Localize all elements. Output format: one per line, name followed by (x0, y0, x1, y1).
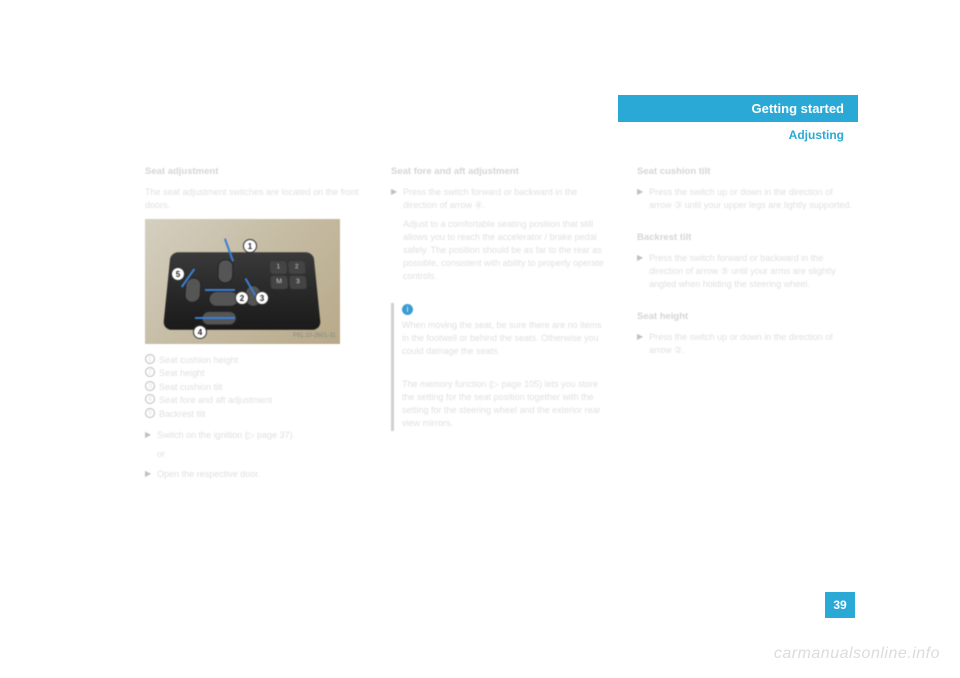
mem-3: 3 (289, 276, 307, 289)
legend-item: 2Seat height (145, 367, 363, 381)
info-icon: i (402, 304, 413, 315)
seat-switch-1 (217, 259, 233, 283)
callout-5: 5 (171, 267, 185, 281)
arrow-indicator (195, 317, 235, 319)
triangle-bullet-icon: ▶ (391, 186, 397, 212)
col1-heading: Seat adjustment (145, 165, 363, 179)
step-item: ▶ Press the switch up or down in the dir… (637, 331, 855, 357)
arrow-indicator (205, 289, 235, 291)
triangle-bullet-icon: ▶ (637, 186, 643, 212)
seat-control-image: 1 2 M 3 1 2 3 4 5 P91.10-2601-31 (145, 219, 340, 344)
triangle-bullet-icon: ▶ (637, 331, 643, 357)
callout-3: 3 (255, 291, 269, 305)
step-text: Open the respective door. (157, 468, 260, 481)
step-item: ▶ Press the switch forward or backward i… (637, 252, 855, 291)
step-text: Press the switch up or down in the direc… (649, 186, 855, 212)
watermark: carmanualsonline.info (774, 645, 940, 663)
header-bar: Getting started Adjusting (618, 95, 858, 142)
column-3: Seat cushion tilt ▶ Press the switch up … (637, 165, 855, 488)
legend-item: 1Seat cushion height (145, 354, 363, 368)
info-text: When moving the seat, be sure there are … (402, 319, 609, 358)
mem-1: 1 (270, 261, 287, 274)
step-item: ▶ Open the respective door. (145, 468, 363, 481)
triangle-bullet-icon: ▶ (145, 468, 151, 481)
triangle-bullet-icon: ▶ (637, 252, 643, 291)
callout-1: 1 (243, 239, 257, 253)
info-box: i When moving the seat, be sure there ar… (391, 303, 609, 430)
step-text: Switch on the ignition (▷ page 37). (157, 429, 295, 442)
legend-item: 3Seat cushion tilt (145, 381, 363, 395)
column-1: Seat adjustment The seat adjustment swit… (145, 165, 363, 488)
col3-heading-1: Seat cushion tilt (637, 165, 855, 179)
col1-intro: The seat adjustment switches are located… (145, 186, 363, 212)
step-item: ▶ Switch on the ignition (▷ page 37). (145, 429, 363, 442)
step-text: Press the switch forward or backward in … (649, 252, 855, 291)
step-text: Press the switch forward or backward in … (403, 186, 609, 212)
callout-2: 2 (235, 291, 249, 305)
mem-m: M (270, 276, 288, 289)
manual-page: Getting started Adjusting Seat adjustmen… (0, 0, 960, 678)
legend-item: 5Backrest tilt (145, 408, 363, 422)
col3-heading-2: Backrest tilt (637, 231, 855, 245)
step-item: ▶ Press the switch up or down in the dir… (637, 186, 855, 212)
step-text: Press the switch up or down in the direc… (649, 331, 855, 357)
col2-paragraph: Adjust to a comfortable seating position… (391, 218, 609, 283)
triangle-bullet-icon: ▶ (145, 429, 151, 442)
legend-list: 1Seat cushion height 2Seat height 3Seat … (145, 354, 363, 422)
page-number: 39 (825, 592, 855, 618)
mem-2: 2 (288, 261, 305, 274)
content-columns: Seat adjustment The seat adjustment swit… (145, 165, 855, 488)
column-2: Seat fore and aft adjustment ▶ Press the… (391, 165, 609, 488)
legend-item: 4Seat fore and aft adjustment (145, 394, 363, 408)
or-text: or (145, 448, 363, 461)
col2-heading: Seat fore and aft adjustment (391, 165, 609, 179)
subsection-title: Adjusting (618, 122, 858, 142)
image-code: P91.10-2601-31 (293, 332, 336, 341)
section-title: Getting started (618, 95, 858, 122)
info-text: The memory function (▷ page 105) lets yo… (402, 378, 609, 430)
callout-4: 4 (193, 325, 207, 339)
step-item: ▶ Press the switch forward or backward i… (391, 186, 609, 212)
col3-heading-3: Seat height (637, 310, 855, 324)
memory-buttons: 1 2 M 3 (270, 261, 307, 289)
